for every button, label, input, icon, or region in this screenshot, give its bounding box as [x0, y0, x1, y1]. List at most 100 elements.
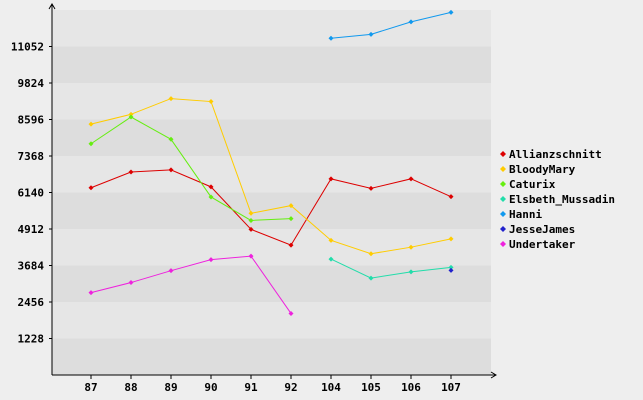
data-point-elsbeth-mussadin [448, 264, 454, 270]
data-point-allianzschnitt [448, 194, 454, 200]
legend-marker-hanni [500, 211, 506, 217]
grid-band [52, 83, 491, 120]
data-point-bloodymary [328, 237, 334, 243]
x-tick-labels: 87 88 89 90 91 92 104 105 106 107 [84, 381, 461, 394]
y-tick-label: 9824 [18, 77, 45, 90]
data-point-caturix [168, 136, 174, 142]
legend-label-bloodymary: BloodyMary [509, 163, 576, 176]
data-point-undertaker [208, 257, 214, 263]
series-line-elsbeth-mussadin [330, 258, 452, 279]
data-point-allianzschnitt [288, 242, 294, 248]
x-tick-label: 91 [244, 381, 258, 394]
data-point-elsbeth-mussadin [368, 275, 374, 281]
series-lines [90, 11, 452, 314]
data-point-bloodymary [448, 236, 454, 242]
legend-label-caturix: Caturix [509, 178, 556, 191]
grid-band [52, 46, 491, 83]
data-point-allianzschnitt [208, 184, 214, 190]
y-tick-label: 7368 [18, 150, 45, 163]
legend-label-hanni: Hanni [509, 208, 542, 221]
y-tick-label: 2456 [18, 296, 45, 309]
y-tick-label: 6140 [18, 187, 45, 200]
data-point-allianzschnitt [328, 176, 334, 182]
data-point-caturix [288, 216, 294, 222]
y-tick-label: 11052 [11, 41, 44, 54]
data-point-bloodymary [408, 244, 414, 250]
legend-marker-jessejames [500, 226, 506, 232]
legend-label-jessejames: JesseJames [509, 223, 575, 236]
legend-marker-bloodymary [500, 166, 506, 172]
plot-bands [52, 10, 491, 375]
y-axis-arrow [48, 3, 56, 10]
data-point-bloodymary [208, 99, 214, 105]
data-point-bloodymary [248, 210, 254, 216]
grid-band [52, 192, 491, 229]
data-point-allianzschnitt [128, 169, 134, 175]
grid-band [52, 338, 491, 375]
y-tick-label: 4912 [18, 223, 45, 236]
series-line-allianzschnitt [90, 169, 452, 246]
data-point-allianzschnitt [248, 226, 254, 232]
y-tick-label: 1228 [18, 333, 45, 346]
legend-label-elsbeth-mussadin: Elsbeth_Mussadin [509, 193, 615, 206]
x-tick-label: 89 [164, 381, 177, 394]
data-point-allianzschnitt [368, 185, 374, 191]
series-line-caturix [90, 116, 292, 221]
data-point-hanni [408, 19, 414, 25]
x-tick-label: 107 [441, 381, 461, 394]
data-point-undertaker [168, 268, 174, 274]
data-point-bloodymary [368, 251, 374, 257]
data-point-undertaker [88, 290, 94, 296]
grid-band [52, 156, 491, 193]
data-point-allianzschnitt [408, 176, 414, 182]
legend-marker-caturix [500, 181, 506, 187]
y-tick-label: 3684 [18, 260, 45, 273]
data-point-bloodymary [88, 121, 94, 127]
x-tick-label: 106 [401, 381, 421, 394]
data-point-jessejames [448, 267, 454, 273]
series-line-bloodymary [90, 98, 452, 255]
data-point-undertaker [248, 253, 254, 259]
grid-band [52, 265, 491, 302]
legend-marker-allianzschnitt [500, 151, 506, 157]
data-point-undertaker [288, 310, 294, 316]
y-tick-labels: 1228 2456 3684 4912 6140 7368 8596 9824 11052 [11, 41, 44, 346]
legend-label-allianzschnitt: Allianzschnitt [509, 148, 602, 161]
data-point-bloodymary [128, 111, 134, 117]
grid-band [52, 229, 491, 266]
series-line-undertaker [90, 255, 292, 314]
x-tick-label: 88 [124, 381, 137, 394]
grid-band [52, 119, 491, 156]
x-tick-label: 90 [204, 381, 217, 394]
series-line-hanni [330, 11, 452, 39]
data-point-caturix [248, 217, 254, 223]
data-point-allianzschnitt [168, 167, 174, 173]
series-points [88, 9, 454, 316]
data-point-allianzschnitt [88, 185, 94, 191]
legend-label-undertaker: Undertaker [509, 238, 576, 251]
data-point-elsbeth-mussadin [408, 269, 414, 275]
grid-band [52, 10, 491, 47]
legend: Allianzschnitt BloodyMary Caturix Elsbeth_M… [500, 148, 615, 251]
grid-band [52, 302, 491, 339]
data-point-hanni [368, 31, 374, 37]
data-point-undertaker [128, 280, 134, 286]
x-tick-label: 104 [321, 381, 341, 394]
x-tick-label: 92 [284, 381, 297, 394]
data-point-caturix [88, 141, 94, 147]
legend-marker-elsbeth-mussadin [500, 196, 506, 202]
data-point-bloodymary [288, 203, 294, 209]
axes [48, 3, 497, 379]
data-point-hanni [328, 35, 334, 41]
x-tick-label: 105 [361, 381, 381, 394]
x-tick-label: 87 [84, 381, 97, 394]
data-point-caturix [128, 114, 134, 120]
data-point-hanni [448, 9, 454, 15]
data-point-bloodymary [168, 96, 174, 102]
data-point-elsbeth-mussadin [328, 256, 334, 262]
x-axis-arrow [490, 371, 497, 379]
legend-marker-undertaker [500, 241, 506, 247]
y-tick-label: 8596 [18, 114, 45, 127]
data-point-caturix [208, 194, 214, 200]
